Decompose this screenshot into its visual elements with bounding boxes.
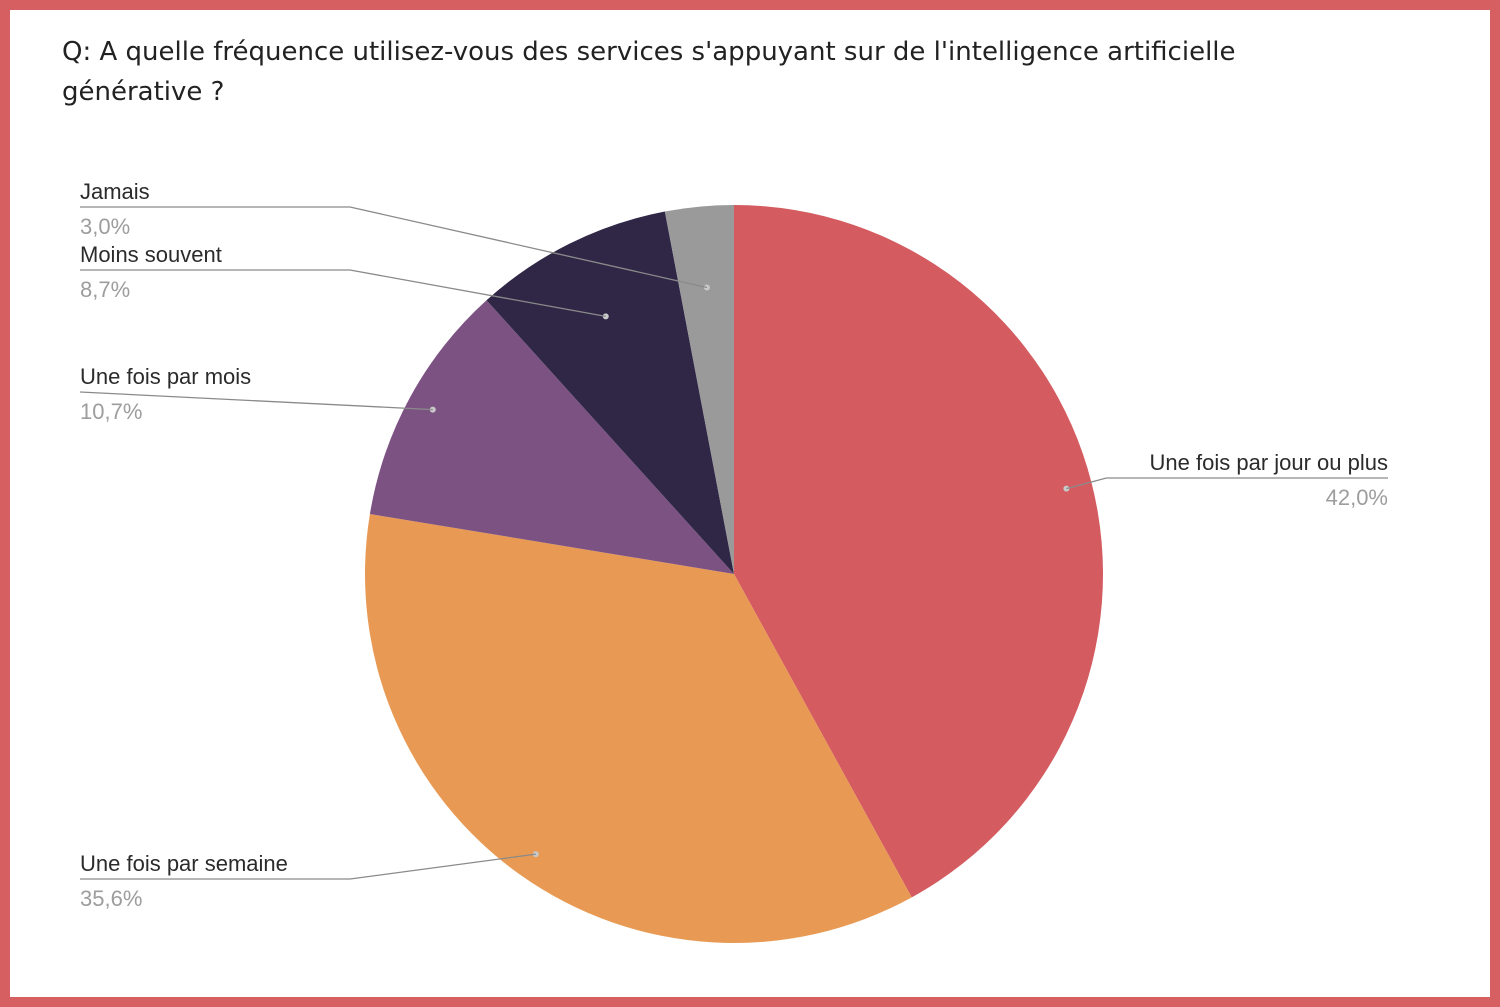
chart-frame: Q: A quelle fréquence utilisez-vous des … (10, 10, 1490, 997)
slice-value-une-fois-par-mois: 10,7% (80, 399, 142, 424)
leader-line-une-fois-par-jour-ou-plus (1066, 477, 1388, 490)
slice-label-moins-souvent: Moins souvent (80, 242, 222, 267)
pie-chart: Une fois par jour ou plus 42,0% Une fois p… (79, 179, 1388, 944)
pie-slice-une-fois-par-semaine (365, 513, 912, 944)
pie-slice-une-fois-par-jour-ou-plus (734, 205, 1104, 898)
slice-value-une-fois-par-semaine: 35,6% (80, 886, 142, 911)
leader-line-moins-souvent (80, 269, 606, 317)
slice-value-jamais: 3,0% (80, 214, 130, 239)
slice-labels: Une fois par jour ou plus 42,0% Une fois p… (80, 179, 1388, 911)
pie-slice-jamais (664, 205, 734, 574)
leader-line-jamais (80, 206, 708, 289)
slice-label-une-fois-par-mois: Une fois par mois (80, 364, 251, 389)
pie-slice-moins-souvent (486, 211, 734, 574)
pie-slice-une-fois-par-mois (369, 300, 734, 574)
leader-lines (79, 206, 1388, 880)
chart-question-title: Q: A quelle fréquence utilisez-vous des … (62, 37, 1236, 107)
pie-slices (365, 205, 1104, 944)
slice-label-une-fois-par-semaine: Une fois par semaine (80, 851, 288, 876)
slice-value-moins-souvent: 8,7% (80, 277, 130, 302)
leader-line-une-fois-par-semaine (80, 853, 536, 880)
slice-value-une-fois-par-jour-ou-plus: 42,0% (1326, 485, 1388, 510)
slice-label-une-fois-par-jour-ou-plus: Une fois par jour ou plus (1150, 450, 1388, 475)
slice-label-jamais: Jamais (80, 179, 150, 204)
leader-line-une-fois-par-mois (79, 391, 433, 411)
